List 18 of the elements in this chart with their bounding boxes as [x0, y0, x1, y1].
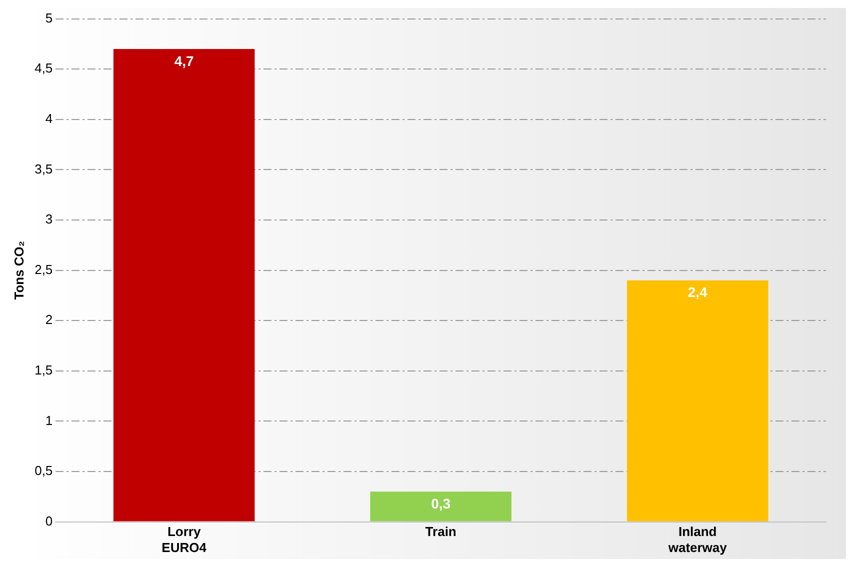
y-tick-label: 0 — [45, 513, 53, 528]
y-tick-label: 1,5 — [34, 362, 53, 378]
y-tick-label: 2,5 — [34, 262, 53, 277]
y-tick-label: 3,5 — [34, 161, 53, 176]
data-label: 4,7 — [174, 52, 194, 69]
y-axis-title: Tons CO₂ — [11, 240, 26, 300]
y-tick-label: 4,5 — [34, 60, 53, 76]
y-tick-label: 1 — [45, 412, 53, 428]
x-tick-label: Inland waterway — [667, 524, 728, 555]
x-tick-label: Train — [425, 524, 456, 540]
data-label: 0,3 — [431, 495, 451, 512]
data-label: 2,4 — [688, 284, 708, 300]
y-tick-label: 4 — [45, 110, 53, 126]
y-tick-label: 2 — [45, 312, 53, 328]
y-tick-label: 3 — [45, 212, 53, 227]
y-tick-label: 5 — [45, 10, 53, 26]
x-tick-label: Lorry EURO4 — [162, 524, 208, 555]
y-tick-label: 0,5 — [34, 463, 53, 478]
